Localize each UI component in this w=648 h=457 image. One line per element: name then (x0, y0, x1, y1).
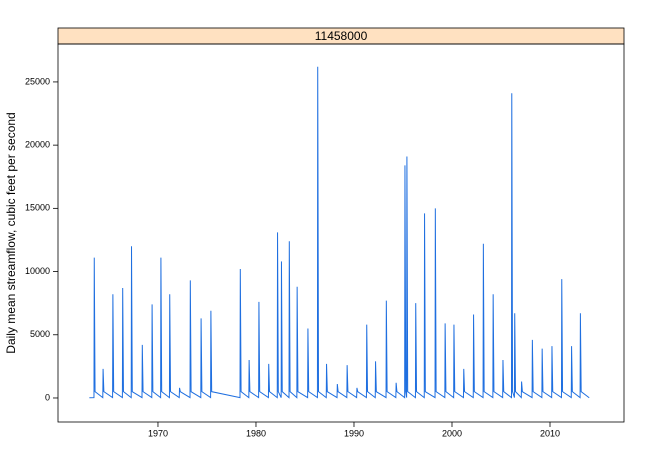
x-tick-label: 2010 (540, 428, 560, 438)
y-tick-label: 0 (45, 392, 50, 402)
x-tick-label: 1970 (148, 428, 168, 438)
strip-label: 11458000 (315, 29, 368, 43)
streamflow-line (89, 66, 590, 399)
y-tick-label: 5000 (30, 329, 50, 339)
y-axis-label: Daily mean streamflow, cubic feet per se… (4, 112, 18, 353)
y-tick-label: 15000 (25, 203, 50, 213)
y-tick-label: 20000 (25, 140, 50, 150)
y-tick-label: 25000 (25, 76, 50, 86)
x-tick-label: 1990 (344, 428, 364, 438)
y-tick-label: 10000 (25, 266, 50, 276)
plot-frame (57, 43, 625, 423)
x-tick-label: 1980 (246, 428, 266, 438)
x-tick-label: 2000 (442, 428, 462, 438)
